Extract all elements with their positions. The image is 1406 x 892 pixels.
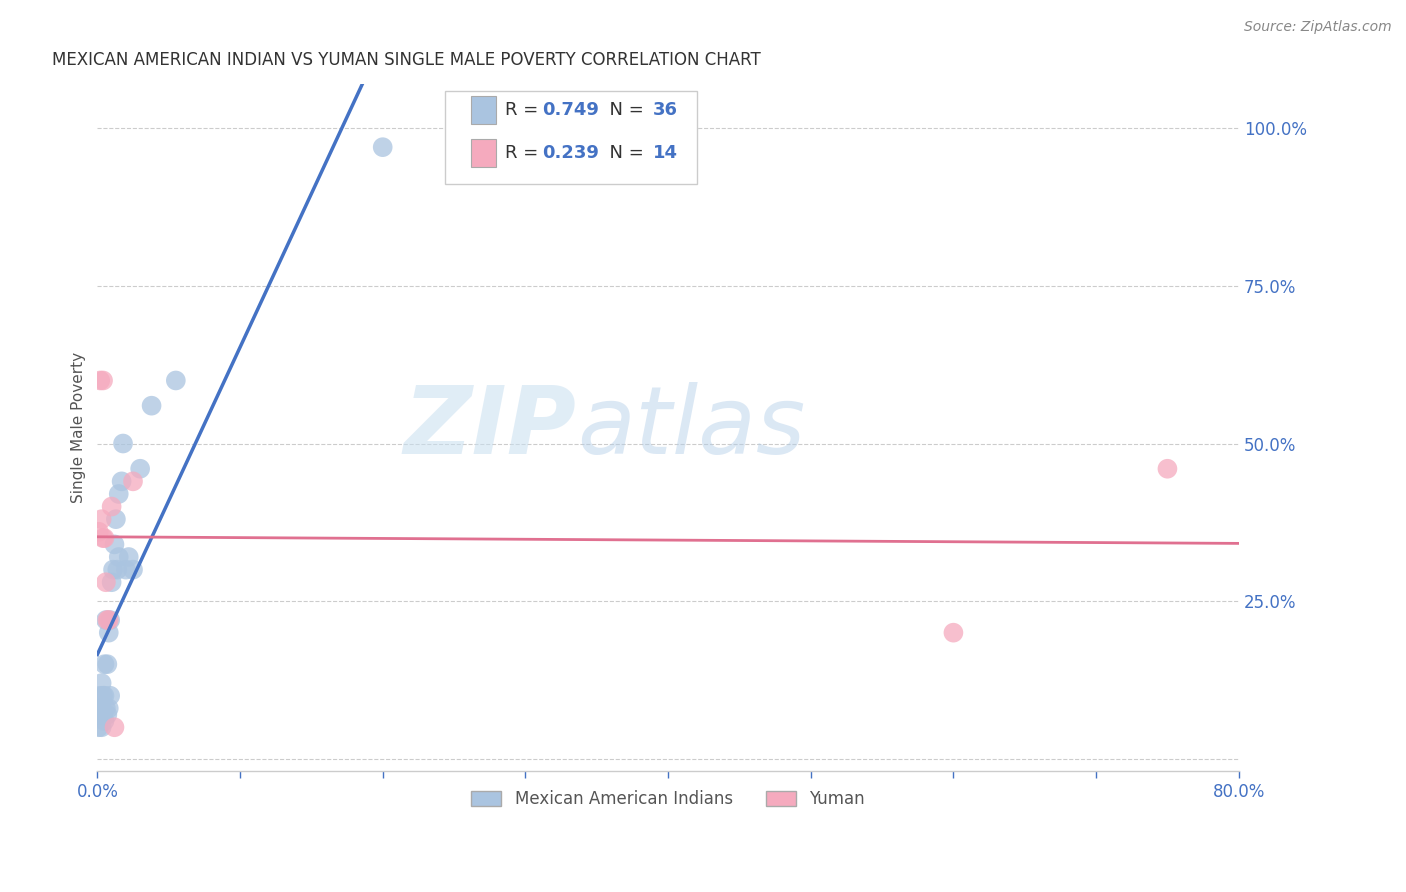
Legend: Mexican American Indians, Yuman: Mexican American Indians, Yuman xyxy=(464,783,872,814)
Point xyxy=(371,140,394,154)
Point xyxy=(87,707,110,722)
Point xyxy=(94,575,117,590)
Point xyxy=(105,563,128,577)
Bar xyxy=(471,139,496,167)
Text: atlas: atlas xyxy=(576,383,806,474)
Point xyxy=(165,374,187,388)
Point xyxy=(97,701,120,715)
Point xyxy=(94,613,117,627)
Point xyxy=(103,537,125,551)
Point xyxy=(112,436,135,450)
Point xyxy=(94,701,117,715)
Point xyxy=(93,714,115,728)
Bar xyxy=(471,96,496,124)
Point xyxy=(96,657,118,672)
Point xyxy=(100,500,122,514)
Point xyxy=(101,563,124,577)
Text: 36: 36 xyxy=(654,101,678,120)
Text: N =: N = xyxy=(599,101,650,120)
Point xyxy=(90,676,112,690)
Point xyxy=(107,487,129,501)
Text: ZIP: ZIP xyxy=(404,382,576,474)
Point xyxy=(93,531,115,545)
Text: Source: ZipAtlas.com: Source: ZipAtlas.com xyxy=(1244,20,1392,34)
Point xyxy=(87,524,110,539)
Point xyxy=(1156,461,1178,475)
Point xyxy=(98,689,121,703)
Point xyxy=(122,475,145,489)
Point xyxy=(107,549,129,564)
Point xyxy=(104,512,127,526)
Text: 0.749: 0.749 xyxy=(543,101,599,120)
Text: 14: 14 xyxy=(654,144,678,161)
Text: R =: R = xyxy=(505,101,544,120)
Point xyxy=(93,657,115,672)
Point xyxy=(96,707,118,722)
Point xyxy=(91,689,114,703)
Point xyxy=(90,720,112,734)
Point xyxy=(89,689,111,703)
Point xyxy=(129,461,152,475)
Point xyxy=(89,701,111,715)
Text: N =: N = xyxy=(599,144,650,161)
Point xyxy=(115,563,138,577)
Point xyxy=(98,613,121,627)
Point xyxy=(141,399,163,413)
Point xyxy=(122,563,145,577)
Point xyxy=(97,625,120,640)
Point xyxy=(90,512,112,526)
Point xyxy=(97,613,120,627)
Point xyxy=(110,475,132,489)
Point xyxy=(91,707,114,722)
Point xyxy=(87,720,110,734)
Text: 0.239: 0.239 xyxy=(543,144,599,161)
Y-axis label: Single Male Poverty: Single Male Poverty xyxy=(72,352,86,503)
Point xyxy=(118,549,141,564)
Point xyxy=(942,625,965,640)
Point xyxy=(89,374,111,388)
Text: R =: R = xyxy=(505,144,544,161)
Point xyxy=(91,374,114,388)
Point xyxy=(91,531,114,545)
Point xyxy=(96,613,118,627)
Point xyxy=(90,701,112,715)
Text: MEXICAN AMERICAN INDIAN VS YUMAN SINGLE MALE POVERTY CORRELATION CHART: MEXICAN AMERICAN INDIAN VS YUMAN SINGLE … xyxy=(52,51,761,69)
Point xyxy=(93,689,115,703)
Point xyxy=(100,575,122,590)
FancyBboxPatch shape xyxy=(446,91,696,184)
Point xyxy=(103,720,125,734)
